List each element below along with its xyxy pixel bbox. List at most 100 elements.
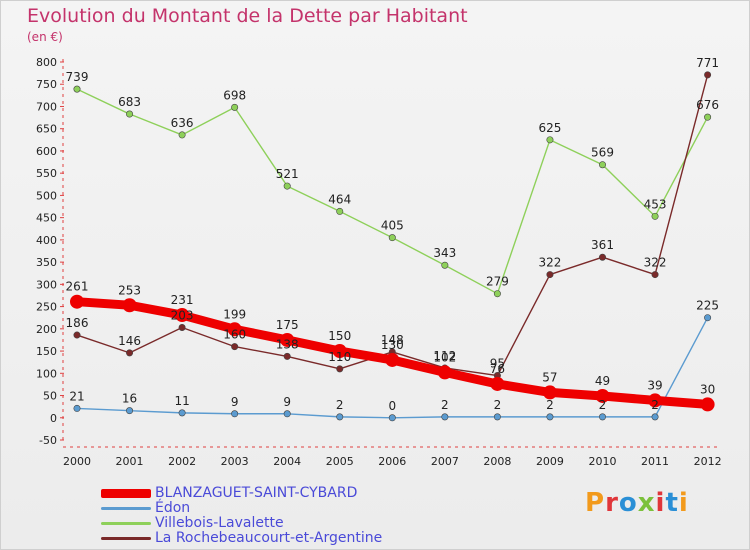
series-points <box>70 71 715 422</box>
chart-axes <box>62 59 719 448</box>
y-tick-label: 400 <box>36 234 57 247</box>
data-label: 2 <box>651 398 659 412</box>
y-tick-label: 100 <box>36 367 57 380</box>
data-label: 2 <box>546 398 554 412</box>
x-tick-label: 2001 <box>116 455 144 468</box>
data-point <box>178 131 186 139</box>
legend: BLANZAGUET-SAINT-CYBARD Édon Villebois-Lav… <box>101 485 382 546</box>
data-point <box>441 413 449 421</box>
data-label: 11 <box>174 394 189 408</box>
data-label: 361 <box>591 238 614 252</box>
data-label: 39 <box>647 378 662 392</box>
data-point <box>651 413 659 421</box>
y-tick-label: 800 <box>36 56 57 69</box>
data-label: 110 <box>328 350 351 364</box>
data-point <box>70 294 84 309</box>
data-label: 30 <box>700 382 715 396</box>
data-label: 261 <box>66 280 89 294</box>
data-point <box>122 298 137 313</box>
x-tick-label: 2011 <box>641 455 669 468</box>
data-label: 146 <box>118 334 141 348</box>
data-point <box>704 314 712 322</box>
x-tick-label: 2012 <box>694 455 722 468</box>
data-label: 150 <box>328 329 351 343</box>
x-tick-label: 2000 <box>63 455 91 468</box>
legend-label: Villebois-Lavalette <box>155 515 284 531</box>
data-point <box>126 349 134 357</box>
proxiti-logo: Proxiti <box>585 488 689 518</box>
data-label: 683 <box>118 95 141 109</box>
data-label: 112 <box>433 349 456 363</box>
logo-letter: r <box>605 488 619 518</box>
y-tick-label: -50 <box>39 434 57 447</box>
y-tick-label: 150 <box>36 345 57 358</box>
data-label: 698 <box>223 88 246 102</box>
data-label: 21 <box>69 389 84 403</box>
legend-label: BLANZAGUET-SAINT-CYBARD <box>155 485 358 501</box>
data-label: 9 <box>231 395 239 409</box>
data-label: 130 <box>381 338 404 352</box>
data-point <box>388 414 396 422</box>
legend-item: BLANZAGUET-SAINT-CYBARD <box>101 485 382 501</box>
y-tick-label: 0 <box>50 412 57 425</box>
y-tick-label: 350 <box>36 256 57 269</box>
y-tick-label: 600 <box>36 145 57 158</box>
data-label: 676 <box>696 98 719 112</box>
data-label: 203 <box>171 308 194 322</box>
y-tick-label: 500 <box>36 189 57 202</box>
data-label: 102 <box>433 350 456 364</box>
legend-swatch <box>101 537 151 540</box>
data-label: 160 <box>223 328 246 342</box>
data-label: 771 <box>696 56 719 70</box>
x-tick-label: 2004 <box>273 455 301 468</box>
data-point <box>546 413 554 421</box>
data-point <box>336 365 344 373</box>
x-tick-label: 2002 <box>168 455 196 468</box>
data-label: 231 <box>171 293 194 307</box>
x-tick-label: 2005 <box>326 455 354 468</box>
legend-swatch <box>101 507 151 510</box>
data-label: 279 <box>486 275 509 289</box>
logo-letter: i <box>678 488 689 518</box>
data-point <box>283 410 291 418</box>
data-point <box>493 290 501 298</box>
data-point <box>437 365 452 380</box>
data-label: 49 <box>595 374 610 388</box>
chart-unit-label: (en €) <box>27 30 63 44</box>
legend-item: Édon <box>101 500 382 516</box>
data-label: 322 <box>538 256 561 270</box>
y-tick-label: 700 <box>36 100 57 113</box>
legend-item: La Rochebeaucourt-et-Argentine <box>101 530 382 546</box>
data-label: 2 <box>336 398 344 412</box>
series-labels: 21 16 11 9 9 2 0 2 2 2 2 2 225 739 683 636 698 521 464 405 3… <box>66 56 720 413</box>
data-point <box>336 207 344 215</box>
data-label: 322 <box>644 256 667 270</box>
data-label: 2 <box>494 398 502 412</box>
data-point <box>178 323 186 331</box>
y-tick-label: 550 <box>36 167 57 180</box>
data-point <box>73 85 81 93</box>
data-point <box>126 110 134 118</box>
data-point <box>388 234 396 242</box>
data-point <box>546 271 554 279</box>
data-point <box>332 344 347 359</box>
y-tick-label: 250 <box>36 301 57 314</box>
y-ticks: -50 0 50 100 150 200 250 300 350 400 450 500 550 600 6… <box>36 56 64 447</box>
y-tick-label: 300 <box>36 278 57 291</box>
y-tick-label: 200 <box>36 323 57 336</box>
data-label: 453 <box>644 197 667 211</box>
data-point <box>441 261 449 269</box>
data-point <box>490 376 505 391</box>
data-point <box>598 413 606 421</box>
data-label: 16 <box>122 392 137 406</box>
data-point <box>178 409 186 417</box>
data-point <box>336 413 344 421</box>
data-label: 57 <box>542 370 557 384</box>
data-label: 186 <box>66 316 89 330</box>
data-point <box>704 113 712 121</box>
x-tick-label: 2009 <box>536 455 564 468</box>
x-tick-label: 2007 <box>431 455 459 468</box>
data-point <box>651 271 659 279</box>
